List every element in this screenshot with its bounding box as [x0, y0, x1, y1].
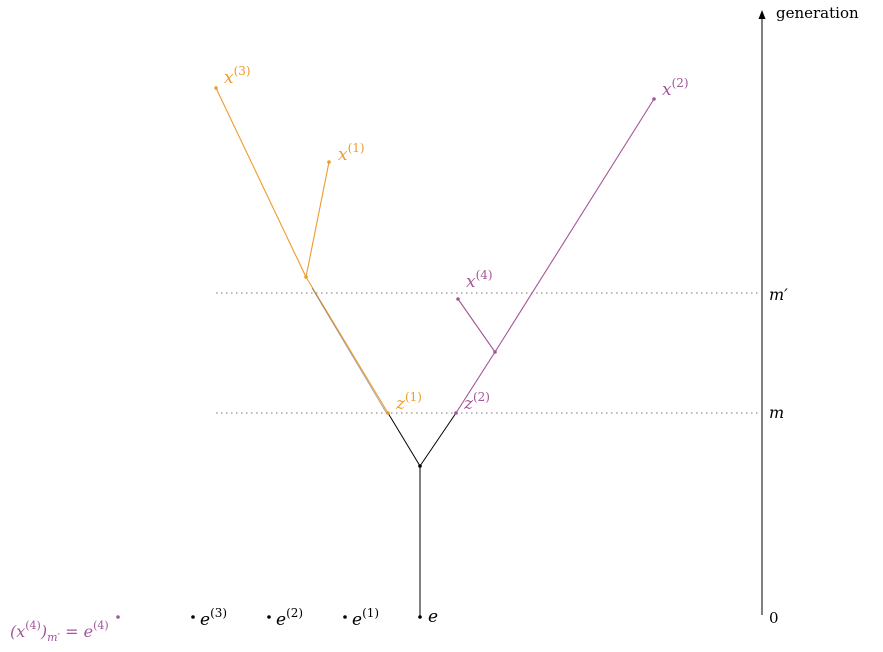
label-x3: x(3) [224, 64, 251, 88]
purple-edge-x2 [494, 98, 655, 353]
axis-title: generation [776, 4, 859, 22]
axis-label-m: m [769, 403, 784, 422]
root-node [418, 464, 422, 468]
z1-node [386, 411, 390, 415]
label-x4: x(4) [466, 268, 493, 292]
orange-branch-node [304, 275, 308, 279]
label-z1: z(1) [395, 390, 422, 414]
purple-edge-x4 [457, 298, 496, 353]
orange-edge-z1-to-branch [305, 276, 389, 414]
axis-label-zero: 0 [769, 609, 779, 627]
e-node [418, 615, 422, 619]
x2-node [652, 97, 656, 101]
label-e2: e(2) [276, 606, 303, 630]
e1-node [343, 615, 347, 619]
x4-node [456, 297, 460, 301]
e4-node [116, 615, 120, 619]
orange-edge-x1 [305, 161, 330, 278]
z2-node [454, 411, 458, 415]
label-z2: z(2) [463, 390, 490, 414]
purple-edge-z2-to-branch [455, 351, 496, 414]
x1-node [327, 160, 331, 164]
label-e: e [428, 607, 438, 627]
axis-label-m-prime: m′ [769, 285, 788, 304]
generation-axis-arrowhead [758, 10, 766, 19]
label-e3: e(3) [200, 606, 227, 630]
label-e4-equation: (x(4))m′ = e(4) [10, 619, 109, 644]
orange-edge-x3 [215, 87, 307, 278]
label-x1: x(1) [338, 141, 365, 165]
orange-shadow-edge [311, 287, 388, 415]
branch-edge-right [419, 412, 457, 467]
e3-node [191, 615, 195, 619]
label-e1: e(1) [352, 606, 379, 630]
purple-branch-node [493, 350, 497, 354]
label-x2: x(2) [662, 76, 689, 100]
e2-node [267, 615, 271, 619]
x3-node [214, 86, 218, 90]
branch-edge-left [387, 412, 421, 467]
